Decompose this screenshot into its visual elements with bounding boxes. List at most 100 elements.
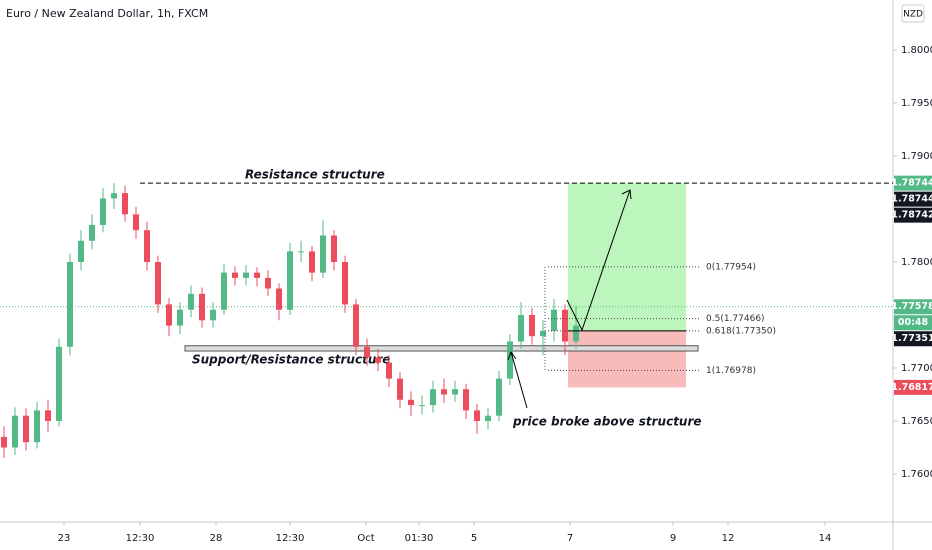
candle-body	[122, 193, 128, 215]
x-tick-label: 01:30	[405, 533, 434, 544]
fib-label: 0.5(1.77466)	[706, 314, 765, 324]
price-tag	[894, 331, 932, 347]
breakout-arrow-head	[507, 350, 517, 361]
candle-body	[89, 224, 95, 241]
x-tick-label: 14	[819, 533, 832, 544]
candle-body	[463, 389, 469, 411]
breakout-label: price broke above structure	[512, 415, 702, 429]
resistance-label: Resistance structure	[245, 168, 385, 182]
y-tick-label: 1.76000	[901, 469, 932, 480]
support-label: Support/Resistance structure	[192, 353, 390, 367]
candle-body	[34, 410, 40, 443]
y-tick-label: 1.76500	[901, 416, 932, 427]
stop-zone	[568, 330, 686, 388]
candle-body	[188, 293, 194, 310]
candle-body	[199, 293, 205, 321]
x-tick-label: 12:30	[126, 533, 155, 544]
price-tag-label: 1.77578	[891, 301, 932, 312]
candle-body	[12, 415, 18, 448]
candle-body	[166, 304, 172, 326]
y-tick-label: 1.79500	[901, 98, 932, 109]
price-tag	[894, 191, 932, 207]
candle-body	[518, 315, 524, 342]
fib-label: 0.618(1.77350)	[706, 326, 776, 336]
candle-body	[364, 346, 370, 358]
candle-body	[221, 272, 227, 310]
candle-body	[496, 378, 502, 416]
price-tag-label: 1.78744	[891, 178, 932, 189]
target-zone	[568, 183, 686, 331]
candle-body	[243, 272, 249, 278]
candle-body	[342, 262, 348, 305]
price-tag	[894, 379, 932, 395]
x-tick-label: 23	[58, 533, 71, 544]
candle-body	[210, 309, 216, 321]
candle-body	[573, 325, 579, 342]
candle-body	[133, 214, 139, 231]
projection-head	[621, 189, 632, 200]
candle-body	[23, 415, 29, 443]
candle-body	[408, 399, 414, 406]
candle-body	[276, 288, 282, 310]
candle-body	[320, 235, 326, 273]
support-zone	[184, 345, 699, 352]
currency-box[interactable]	[901, 4, 925, 23]
price-tag-label: 1.78744	[891, 194, 932, 205]
candle-body	[485, 415, 491, 421]
candle-body	[155, 262, 161, 305]
candle-body	[529, 315, 535, 337]
candle-body	[287, 251, 293, 310]
candle-body	[375, 357, 381, 363]
candle-body	[353, 304, 359, 347]
candle-body	[298, 251, 304, 253]
price-tag	[894, 299, 932, 315]
candle-body	[254, 272, 260, 278]
candle-body	[100, 198, 106, 225]
chart-title: Euro / New Zealand Dollar, 1h, FXCM	[6, 7, 208, 20]
y-tick-label: 1.79000	[901, 151, 932, 162]
candle-body	[540, 330, 546, 337]
candle-body	[474, 410, 480, 421]
candle-body	[386, 362, 392, 379]
candle-body	[265, 277, 271, 289]
candle-body	[507, 341, 513, 379]
candle-body	[177, 309, 183, 326]
x-tick-label: 12	[722, 533, 735, 544]
candle-body	[111, 193, 117, 199]
x-tick-label: 7	[567, 533, 573, 544]
candle-body	[232, 272, 238, 278]
candle-body	[419, 405, 425, 407]
candle-body	[452, 389, 458, 395]
candle-body	[1, 436, 7, 448]
projection	[566, 189, 631, 332]
candle-body	[430, 389, 436, 406]
candle-body	[56, 346, 62, 421]
fib-label: 0(1.77954)	[706, 262, 756, 272]
price-tag	[894, 175, 932, 191]
x-tick-label: 28	[210, 533, 223, 544]
candle-body	[78, 240, 84, 263]
candle-body	[331, 235, 337, 263]
price-tag-label: 1.76817	[891, 382, 932, 393]
price-tag-label: 1.78742	[891, 210, 932, 221]
y-tick-label: 1.80000	[901, 45, 932, 56]
candle-body	[551, 309, 557, 331]
price-tag	[894, 207, 932, 223]
x-tick-label: 5	[471, 533, 477, 544]
candle-body	[562, 309, 568, 342]
candle-body	[309, 251, 315, 273]
price-tag-label: 1.77351	[891, 333, 932, 344]
candle-body	[67, 262, 73, 347]
price-tag-label: 00:48	[898, 317, 929, 328]
fib-label: 1(1.76978)	[706, 366, 756, 376]
x-tick-label: 9	[670, 533, 676, 544]
candle-body	[397, 378, 403, 400]
y-tick-label: 1.77000	[901, 363, 932, 374]
candle-body	[144, 230, 150, 263]
price-tag	[894, 315, 932, 331]
candle-body	[45, 410, 51, 421]
candle-body	[441, 389, 447, 395]
currency: NZD	[903, 10, 923, 20]
